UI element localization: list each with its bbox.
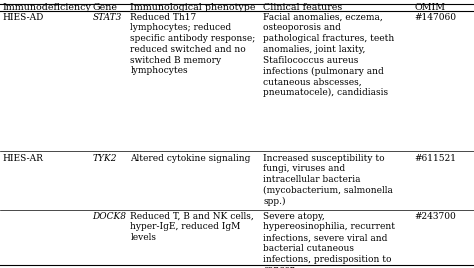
Text: OMIM: OMIM xyxy=(415,3,446,12)
Text: Clinical features: Clinical features xyxy=(263,3,342,12)
Text: TYK2: TYK2 xyxy=(92,154,117,163)
Text: #611521: #611521 xyxy=(415,154,457,163)
Text: STAT3: STAT3 xyxy=(92,13,122,22)
Text: Reduced T, B and NK cells,
hyper-IgE, reduced IgM
levels: Reduced T, B and NK cells, hyper-IgE, re… xyxy=(130,212,254,242)
Text: #147060: #147060 xyxy=(415,13,457,22)
Text: Facial anomalies, eczema,
osteoporosis and
pathological fractures, teeth
anomali: Facial anomalies, eczema, osteoporosis a… xyxy=(263,13,394,97)
Text: Reduced Th17
lymphocytes; reduced
specific antibody response;
reduced switched a: Reduced Th17 lymphocytes; reduced specif… xyxy=(130,13,255,75)
Text: Altered cytokine signaling: Altered cytokine signaling xyxy=(130,154,251,163)
Text: Immunological phenotype: Immunological phenotype xyxy=(130,3,256,12)
Text: Gene: Gene xyxy=(92,3,118,12)
Text: Immunodeficiency: Immunodeficiency xyxy=(2,3,91,12)
Text: DOCK8: DOCK8 xyxy=(92,212,127,221)
Text: #243700: #243700 xyxy=(415,212,456,221)
Text: HIES-AD: HIES-AD xyxy=(2,13,44,22)
Text: HIES-AR: HIES-AR xyxy=(2,154,43,163)
Text: Increased susceptibility to
fungi, viruses and
intracellular bacteria
(mycobacte: Increased susceptibility to fungi, virus… xyxy=(263,154,393,206)
Text: Severe atopy,
hypereosinophilia, recurrent
infections, severe viral and
bacteria: Severe atopy, hypereosinophilia, recurre… xyxy=(263,212,395,268)
